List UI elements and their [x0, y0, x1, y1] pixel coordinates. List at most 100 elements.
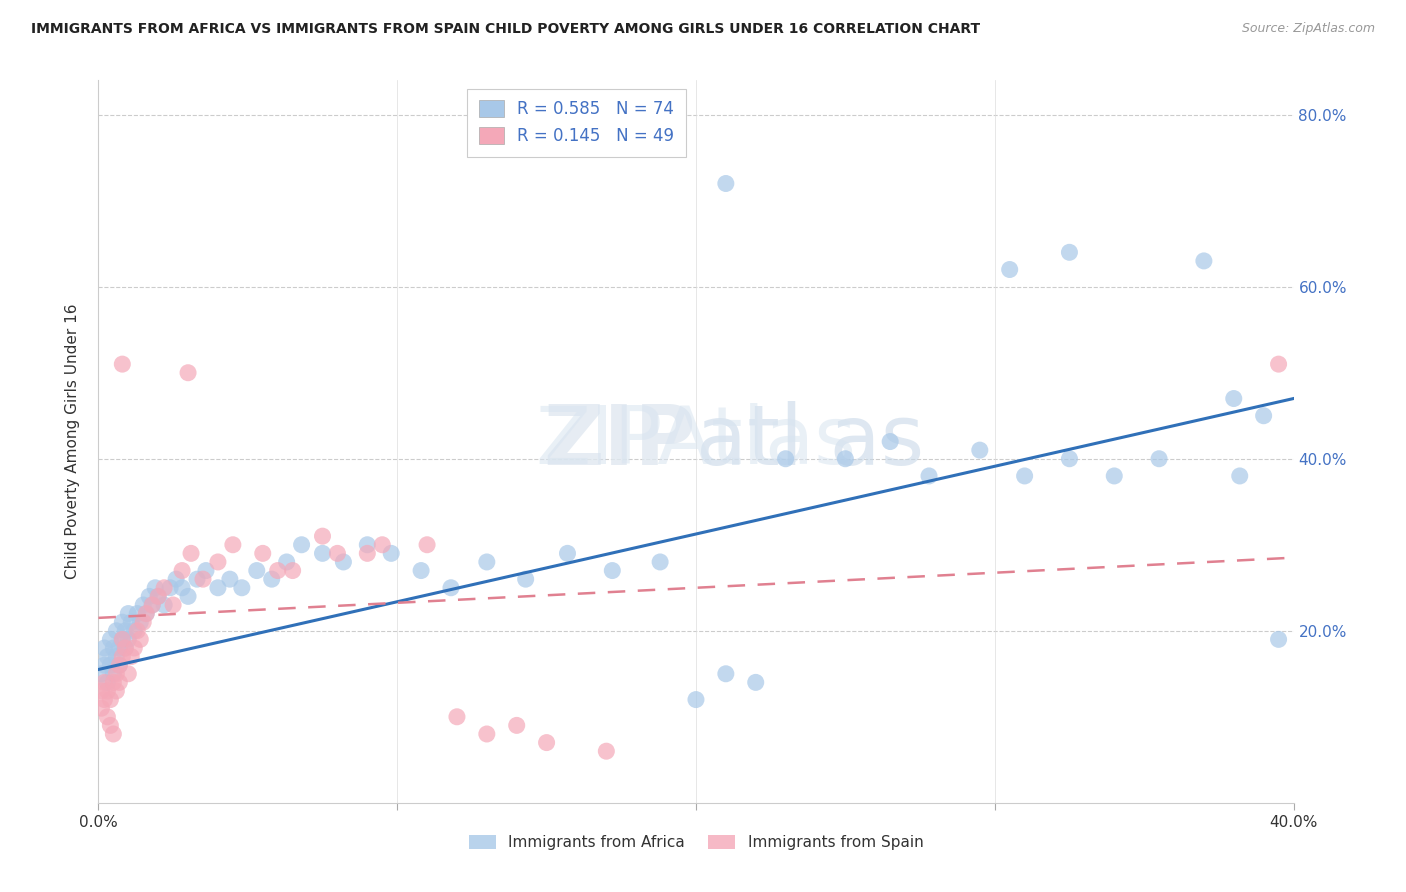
Point	[129, 615, 152, 630]
Point	[650, 555, 672, 569]
Point	[124, 640, 146, 655]
Point	[96, 684, 118, 698]
Point	[111, 615, 134, 630]
Point	[105, 684, 128, 698]
Point	[103, 727, 125, 741]
Text: ZIPAtlas: ZIPAtlas	[536, 402, 856, 481]
Point	[440, 581, 463, 595]
Point	[111, 632, 134, 647]
Point	[475, 555, 498, 569]
Point	[356, 538, 378, 552]
Point	[93, 692, 115, 706]
Point	[1223, 392, 1246, 406]
Point	[129, 632, 152, 647]
Point	[117, 632, 139, 647]
Point	[108, 658, 131, 673]
Point	[111, 357, 134, 371]
Point	[219, 572, 242, 586]
Point	[177, 590, 200, 604]
Point	[1014, 469, 1036, 483]
Point	[475, 727, 498, 741]
Point	[207, 555, 229, 569]
Point	[195, 564, 218, 578]
Point	[96, 710, 118, 724]
Y-axis label: Child Poverty Among Girls Under 16: Child Poverty Among Girls Under 16	[65, 304, 80, 579]
Point	[117, 607, 139, 621]
Point	[1104, 469, 1126, 483]
Point	[172, 564, 194, 578]
Point	[111, 632, 134, 647]
Point	[98, 632, 122, 647]
Point	[127, 607, 149, 621]
Point	[191, 572, 214, 586]
Point	[120, 615, 142, 630]
Point	[326, 546, 349, 560]
Point	[969, 443, 991, 458]
Point	[120, 649, 142, 664]
Point	[416, 538, 439, 552]
Point	[1059, 451, 1081, 466]
Point	[108, 640, 131, 655]
Point	[834, 451, 856, 466]
Point	[135, 607, 157, 621]
Point	[114, 640, 136, 655]
Point	[595, 744, 617, 758]
Point	[685, 692, 707, 706]
Point	[135, 607, 157, 621]
Point	[132, 598, 155, 612]
Point	[536, 735, 558, 749]
Point	[124, 624, 146, 638]
Point	[114, 624, 136, 638]
Point	[311, 529, 333, 543]
Point	[165, 572, 187, 586]
Point	[231, 581, 253, 595]
Point	[105, 666, 128, 681]
Point	[177, 366, 200, 380]
Point	[93, 658, 115, 673]
Point	[186, 572, 208, 586]
Point	[159, 581, 181, 595]
Point	[148, 590, 170, 604]
Point	[918, 469, 941, 483]
Point	[446, 710, 468, 724]
Point	[172, 581, 194, 595]
Point	[1229, 469, 1251, 483]
Point	[132, 615, 155, 630]
Point	[98, 692, 122, 706]
Point	[252, 546, 274, 560]
Point	[105, 649, 128, 664]
Point	[356, 546, 378, 560]
Point	[1192, 253, 1215, 268]
Point	[371, 538, 394, 552]
Point	[103, 640, 125, 655]
Point	[222, 538, 245, 552]
Point	[745, 675, 768, 690]
Point	[98, 658, 122, 673]
Point	[207, 581, 229, 595]
Point	[117, 666, 139, 681]
Point	[246, 564, 269, 578]
Point	[775, 451, 797, 466]
Point	[90, 666, 112, 681]
Point	[138, 590, 160, 604]
Point	[127, 624, 149, 638]
Point	[267, 564, 290, 578]
Point	[103, 675, 125, 690]
Point	[153, 598, 176, 612]
Point	[281, 564, 304, 578]
Point	[103, 666, 125, 681]
Point	[105, 624, 128, 638]
Point	[291, 538, 314, 552]
Point	[108, 658, 131, 673]
Point	[90, 684, 112, 698]
Point	[380, 546, 402, 560]
Text: IMMIGRANTS FROM AFRICA VS IMMIGRANTS FROM SPAIN CHILD POVERTY AMONG GIRLS UNDER : IMMIGRANTS FROM AFRICA VS IMMIGRANTS FRO…	[31, 22, 980, 37]
Point	[148, 590, 170, 604]
Point	[1253, 409, 1275, 423]
Point	[1147, 451, 1170, 466]
Point	[93, 675, 115, 690]
Point	[557, 546, 579, 560]
Text: ZIP: ZIP	[544, 401, 696, 482]
Text: atl as: atl as	[696, 401, 924, 482]
Point	[153, 581, 176, 595]
